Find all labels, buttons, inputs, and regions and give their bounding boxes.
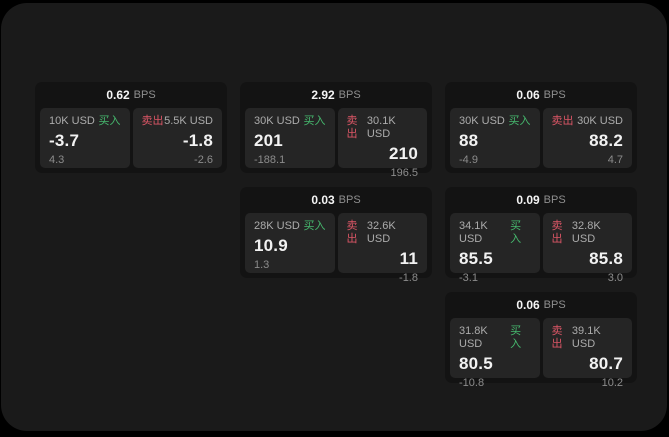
buy-tag: 买入: [303, 115, 326, 127]
sell-price: 80.7: [589, 354, 623, 373]
sell-delta: 3.0: [607, 272, 623, 284]
bps-value: 0.09: [516, 193, 540, 207]
buy-tag: 买入: [98, 115, 121, 127]
bps-unit: BPS: [543, 299, 566, 311]
buy-tag: 买入: [508, 115, 531, 127]
sell-tag: 卖出: [141, 115, 164, 127]
sell-price: 85.8: [589, 249, 623, 268]
sell-tag: 卖出: [551, 220, 563, 245]
bps-value: 2.92: [311, 88, 335, 102]
sell-panel[interactable]: 卖出 30.1K USD 210 196.5: [337, 108, 427, 179]
card-header: 0.62 BPS: [35, 82, 227, 108]
buy-size: 10K USD: [49, 115, 95, 127]
quote-card: 0.62 BPS 10K USD 买入 -3.7 4.3 卖出 5.5K USD…: [35, 82, 227, 173]
buy-delta: 4.3: [49, 154, 65, 166]
buy-delta: -10.8: [459, 377, 485, 389]
buy-size: 28K USD: [254, 220, 300, 232]
buy-delta: -3.1: [459, 272, 478, 284]
bps-value: 0.03: [311, 193, 335, 207]
buy-panel[interactable]: 30K USD 买入 201 -188.1: [245, 108, 335, 168]
sell-panel[interactable]: 卖出 39.1K USD 80.7 10.2: [542, 318, 632, 389]
buy-panel[interactable]: 10K USD 买入 -3.7 4.3: [40, 108, 130, 168]
card-header: 0.06 BPS: [445, 82, 637, 108]
sell-price: -1.8: [182, 131, 213, 150]
quote-panels: 34.1K USD 买入 85.5 -3.1 卖出 32.8K USD 85.8…: [445, 213, 637, 284]
bps-unit: BPS: [543, 194, 566, 206]
buy-price: 10.9: [254, 236, 288, 255]
sell-delta: -2.6: [194, 154, 213, 166]
sell-size: 32.6K USD: [366, 220, 396, 245]
app-window: 0.62 BPS 10K USD 买入 -3.7 4.3 卖出 5.5K USD…: [1, 3, 667, 431]
sell-delta: 4.7: [607, 154, 623, 166]
quote-card: 2.92 BPS 30K USD 买入 201 -188.1 卖出 30.1K …: [240, 82, 432, 179]
sell-tag: 卖出: [346, 220, 358, 245]
bps-value: 0.06: [516, 298, 540, 312]
sell-tag: 卖出: [551, 325, 563, 350]
bps-unit: BPS: [543, 89, 566, 101]
buy-tag: 买入: [510, 220, 522, 245]
quote-card: 0.06 BPS 31.8K USD 买入 80.5 -10.8 卖出 39.1…: [445, 292, 637, 389]
sell-price: 88.2: [589, 131, 623, 150]
sell-delta: -1.8: [399, 272, 418, 284]
sell-price: 11: [399, 249, 418, 268]
quote-panels: 30K USD 买入 88 -4.9 卖出 30K USD 88.2 4.7: [445, 108, 637, 168]
bps-value: 0.62: [106, 88, 130, 102]
card-header: 2.92 BPS: [240, 82, 432, 108]
buy-price: 201: [254, 131, 283, 150]
quote-panels: 30K USD 买入 201 -188.1 卖出 30.1K USD 210 1…: [240, 108, 432, 179]
buy-size: 30K USD: [459, 115, 505, 127]
bps-unit: BPS: [133, 89, 156, 101]
sell-panel[interactable]: 卖出 30K USD 88.2 4.7: [542, 108, 632, 168]
buy-panel[interactable]: 28K USD 买入 10.9 1.3: [245, 213, 335, 273]
sell-price: 210: [389, 144, 418, 163]
buy-tag: 买入: [510, 325, 522, 350]
sell-size: 32.8K USD: [571, 220, 601, 245]
bps-unit: BPS: [338, 194, 361, 206]
quote-card: 0.06 BPS 30K USD 买入 88 -4.9 卖出 30K USD 8…: [445, 82, 637, 173]
quote-card: 0.03 BPS 28K USD 买入 10.9 1.3 卖出 32.6K US…: [240, 187, 432, 284]
sell-panel[interactable]: 卖出 32.6K USD 11 -1.8: [337, 213, 427, 284]
sell-delta: 10.2: [601, 377, 623, 389]
sell-panel[interactable]: 卖出 5.5K USD -1.8 -2.6: [132, 108, 222, 168]
buy-size: 31.8K USD: [459, 325, 488, 350]
buy-price: -3.7: [49, 131, 80, 150]
bps-unit: BPS: [338, 89, 361, 101]
bps-value: 0.06: [516, 88, 540, 102]
buy-price: 80.5: [459, 354, 493, 373]
quote-panels: 31.8K USD 买入 80.5 -10.8 卖出 39.1K USD 80.…: [445, 318, 637, 389]
sell-delta: 196.5: [390, 167, 418, 179]
sell-tag: 卖出: [551, 115, 574, 127]
buy-size: 34.1K USD: [459, 220, 488, 245]
buy-tag: 买入: [303, 220, 326, 232]
sell-size: 39.1K USD: [571, 325, 601, 350]
sell-size: 30K USD: [577, 115, 623, 127]
quote-panels: 28K USD 买入 10.9 1.3 卖出 32.6K USD 11 -1.8: [240, 213, 432, 284]
sell-tag: 卖出: [346, 115, 358, 140]
buy-delta: -188.1: [254, 154, 286, 166]
card-header: 0.09 BPS: [445, 187, 637, 213]
card-header: 0.06 BPS: [445, 292, 637, 318]
sell-size: 30.1K USD: [366, 115, 396, 140]
buy-delta: 1.3: [254, 259, 270, 271]
buy-panel[interactable]: 31.8K USD 买入 80.5 -10.8: [450, 318, 540, 389]
buy-price: 85.5: [459, 249, 493, 268]
quote-card: 0.09 BPS 34.1K USD 买入 85.5 -3.1 卖出 32.8K…: [445, 187, 637, 284]
sell-panel[interactable]: 卖出 32.8K USD 85.8 3.0: [542, 213, 632, 284]
buy-price: 88: [459, 131, 479, 150]
buy-panel[interactable]: 34.1K USD 买入 85.5 -3.1: [450, 213, 540, 284]
buy-delta: -4.9: [459, 154, 478, 166]
sell-size: 5.5K USD: [164, 115, 213, 127]
buy-size: 30K USD: [254, 115, 300, 127]
buy-panel[interactable]: 30K USD 买入 88 -4.9: [450, 108, 540, 168]
quote-panels: 10K USD 买入 -3.7 4.3 卖出 5.5K USD -1.8 -2.…: [35, 108, 227, 168]
card-header: 0.03 BPS: [240, 187, 432, 213]
